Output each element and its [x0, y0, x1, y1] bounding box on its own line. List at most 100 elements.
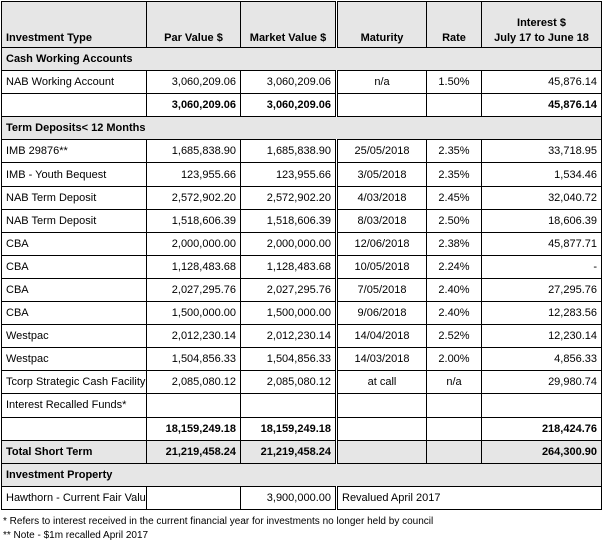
table-row: NAB Term Deposit 1,518,606.39 1,518,606.39… — [1, 208, 602, 233]
header-market-value: Market Value $ — [240, 1, 338, 48]
cell-rate: 2.35% — [426, 139, 482, 164]
cell-maturity: 25/05/2018 — [336, 139, 427, 164]
header-rate: Rate — [426, 1, 482, 48]
cell-rate: 2.00% — [426, 347, 482, 372]
cell-maturity: 12/06/2018 — [336, 231, 427, 256]
cell-par: 3,060,209.06 — [146, 70, 241, 95]
cell-market: 2,027,295.76 — [240, 277, 338, 303]
table-row: IMB 29876** 1,685,838.90 1,685,838.90 25/05… — [1, 139, 602, 164]
subtotal-market: 3,060,209.06 — [240, 93, 338, 118]
table-row: IMB - Youth Bequest 123,955.66 123,955.66 3… — [1, 162, 602, 187]
cell-par: 2,027,295.76 — [146, 277, 241, 303]
cell-interest: 12,230.14 — [481, 324, 602, 349]
cell-maturity: 7/05/2018 — [336, 277, 427, 303]
cell-type: Westpac — [1, 324, 147, 349]
cell-par — [146, 393, 241, 418]
cell-maturity: 14/03/2018 — [336, 347, 427, 372]
subtotal-row-term: 18,159,249.18 18,159,249.18 218,424.76 — [1, 416, 602, 441]
cell-maturity: at call — [336, 370, 427, 395]
cell-market: 2,000,000.00 — [240, 231, 338, 256]
cell-type: NAB Term Deposit — [1, 208, 147, 233]
subtotal-interest: 45,876.14 — [481, 93, 602, 118]
cell-interest: 33,718.95 — [481, 139, 602, 164]
cell-interest: 45,876.14 — [481, 70, 602, 95]
cell-par: 2,000,000.00 — [146, 231, 241, 256]
cell-type: Interest Recalled Funds* — [1, 393, 147, 418]
cell-type: CBA — [1, 254, 147, 279]
cell-market: 1,128,483.68 — [240, 254, 338, 279]
cell-market: 1,685,838.90 — [240, 139, 338, 164]
header-interest-line1: Interest $ — [517, 17, 566, 29]
subtotal-market: 18,159,249.18 — [240, 416, 338, 441]
cell-rate: 2.40% — [426, 301, 482, 326]
header-maturity: Maturity — [336, 1, 427, 48]
total-short-term-row: Total Short Term 21,219,458.24 21,219,45… — [1, 439, 602, 464]
footnote: * Refers to interest received in the cur… — [3, 516, 434, 527]
cell-interest: 27,295.76 — [481, 277, 602, 303]
cell-market: 1,500,000.00 — [240, 301, 338, 326]
cell-market: 2,572,902.20 — [240, 185, 338, 210]
property-note: Revalued April 2017 — [336, 485, 602, 510]
table-row: Westpac 2,012,230.14 2,012,230.14 14/04/201… — [1, 324, 602, 349]
total-label: Total Short Term — [1, 439, 147, 464]
cell-par: 1,500,000.00 — [146, 301, 241, 326]
section-investment-property: Investment Property — [1, 462, 602, 487]
cell-rate: 2.45% — [426, 185, 482, 210]
subtotal-par: 18,159,249.18 — [146, 416, 241, 441]
cell-maturity — [336, 416, 427, 441]
cell-type: Hawthorn - Current Fair Value — [1, 485, 147, 510]
cell-type — [1, 93, 147, 118]
header-par-value: Par Value $ — [146, 1, 241, 48]
cell-type: CBA — [1, 277, 147, 303]
footnote: ** Note - $1m recalled April 2017 — [3, 530, 149, 541]
cell-maturity — [336, 393, 427, 418]
cell-rate: 2.38% — [426, 231, 482, 256]
cell-par: 1,685,838.90 — [146, 139, 241, 164]
footnotes: * Refers to interest received in the cur… — [3, 515, 433, 543]
cell-type: NAB Working Account — [1, 70, 147, 95]
cell-maturity: 9/06/2018 — [336, 301, 427, 326]
investment-table: Investment Type Par Value $ Market Value… — [1, 1, 602, 510]
table-row: NAB Term Deposit 2,572,902.20 2,572,902.20… — [1, 185, 602, 210]
cell-interest: - — [481, 254, 602, 279]
cell-par: 1,518,606.39 — [146, 208, 241, 233]
table-row: CBA 2,000,000.00 2,000,000.00 12/06/2018 2.3… — [1, 231, 602, 256]
cell-maturity: 4/03/2018 — [336, 185, 427, 210]
table-row: Interest Recalled Funds* — [1, 393, 602, 418]
cell-par: 123,955.66 — [146, 162, 241, 187]
table-row: Hawthorn - Current Fair Value 3,900,000.… — [1, 485, 602, 510]
cell-par: 1,504,856.33 — [146, 347, 241, 372]
table-row: CBA 1,128,483.68 1,128,483.68 10/05/2018 2.2… — [1, 254, 602, 279]
cell-rate: 2.24% — [426, 254, 482, 279]
cell-par: 1,128,483.68 — [146, 254, 241, 279]
cell-par — [146, 485, 241, 510]
cell-par: 2,085,080.12 — [146, 370, 241, 395]
header-row: Investment Type Par Value $ Market Value… — [1, 1, 602, 48]
cell-type: CBA — [1, 231, 147, 256]
cell-rate — [426, 93, 482, 118]
cell-market: 2,085,080.12 — [240, 370, 338, 395]
table-row: Westpac 1,504,856.33 1,504,856.33 14/03/201… — [1, 347, 602, 372]
total-interest: 264,300.90 — [481, 439, 602, 464]
subtotal-par: 3,060,209.06 — [146, 93, 241, 118]
cell-par: 2,572,902.20 — [146, 185, 241, 210]
cell-interest: 12,283.56 — [481, 301, 602, 326]
cell-market: 123,955.66 — [240, 162, 338, 187]
subtotal-row-cash: 3,060,209.06 3,060,209.06 45,876.14 — [1, 93, 602, 118]
cell-maturity: 14/04/2018 — [336, 324, 427, 349]
cell-rate — [426, 393, 482, 418]
cell-market: 3,900,000.00 — [240, 485, 338, 510]
cell-rate: 2.52% — [426, 324, 482, 349]
header-investment-type: Investment Type — [1, 1, 147, 48]
cell-rate: 1.50% — [426, 70, 482, 95]
section-cash-working-accounts: Cash Working Accounts — [1, 46, 602, 72]
cell-type: CBA — [1, 301, 147, 326]
section-label: Investment Property — [1, 462, 602, 487]
cell-maturity — [336, 439, 427, 464]
header-interest-line2: July 17 to June 18 — [494, 32, 589, 44]
cell-rate — [426, 439, 482, 464]
cell-maturity: 3/05/2018 — [336, 162, 427, 187]
cell-interest — [481, 393, 602, 418]
table-row: Tcorp Strategic Cash Facility 2,085,080.1… — [1, 370, 602, 395]
cell-type — [1, 416, 147, 441]
